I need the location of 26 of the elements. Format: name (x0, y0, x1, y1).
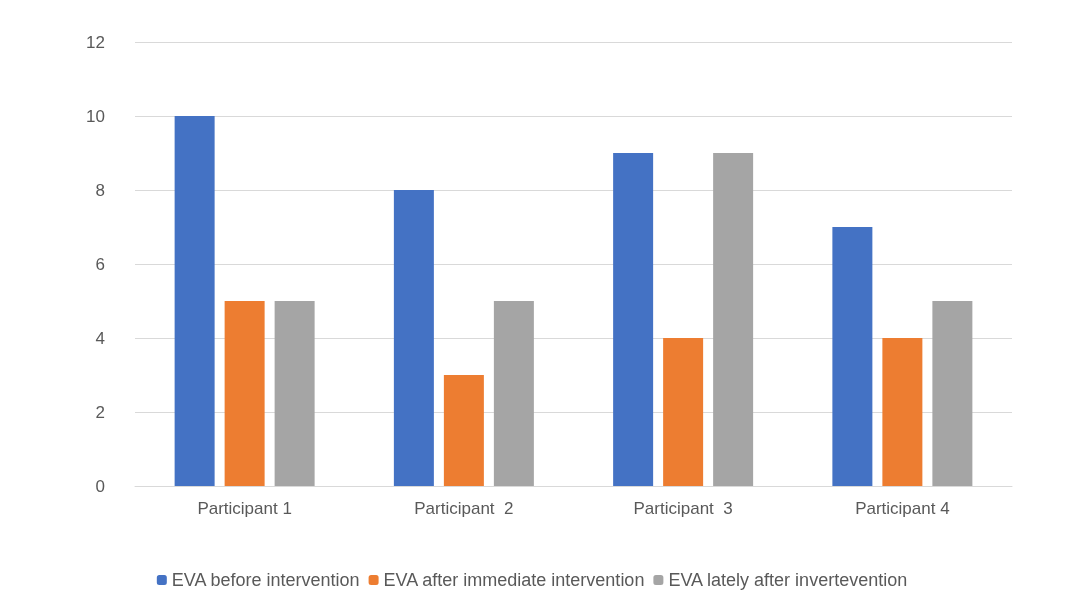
x-tick-label: Participant 1 (197, 499, 292, 518)
y-tick-label: 6 (95, 254, 105, 274)
y-tick-label: 2 (95, 402, 105, 422)
y-tick-label: 12 (86, 32, 105, 52)
bar (393, 190, 434, 486)
y-tick-label: 10 (86, 106, 105, 126)
x-tick-label: Participant 2 (414, 499, 514, 518)
x-tick-label: Participant 4 (855, 499, 950, 518)
bar (274, 301, 315, 486)
y-tick-label: 0 (95, 476, 105, 496)
bar (832, 227, 873, 486)
bar (882, 338, 923, 486)
y-tick-label: 8 (95, 180, 105, 200)
x-tick-label: Participant 3 (633, 499, 733, 518)
y-tick-label: 4 (95, 328, 105, 348)
legend-label: EVA after immediate intervention (383, 570, 645, 590)
bar (932, 301, 973, 486)
bar (443, 375, 484, 486)
legend-label: EVA before intervention (171, 570, 360, 590)
bar (713, 153, 754, 486)
bar (663, 338, 704, 486)
bar (224, 301, 265, 486)
bar (613, 153, 654, 486)
bar (493, 301, 534, 486)
bar (174, 116, 215, 486)
legend-label: EVA lately after invertevention (668, 570, 908, 590)
